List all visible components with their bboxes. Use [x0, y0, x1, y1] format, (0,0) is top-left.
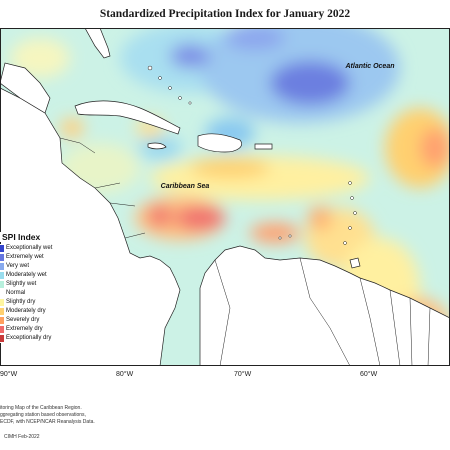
- legend-swatch: [0, 263, 4, 270]
- legend-item: Normal: [0, 289, 80, 298]
- lon-label-60w: 60°W: [360, 371, 378, 378]
- legend-swatch: [0, 254, 4, 261]
- legend-swatch: [0, 299, 4, 306]
- legend-label: Exceptionally wet: [6, 245, 53, 251]
- footnote-line-3: ECDF, with NCEP/NCAR Reanalysis Data.: [0, 419, 95, 425]
- footnote-line-2: ggregating station based observations,: [0, 412, 86, 418]
- spi-map: Atlantic Ocean Caribbean Sea: [0, 28, 450, 366]
- legend-label: Moderately dry: [6, 308, 46, 314]
- legend-item: Extremely wet: [0, 253, 80, 262]
- legend-label: Severely dry: [6, 317, 40, 323]
- lon-label-70w: 70°W: [234, 371, 252, 378]
- map-title: Standardized Precipitation Index for Jan…: [99, 8, 351, 20]
- legend-item: Exceptionally wet: [0, 244, 80, 253]
- small-islands: [147, 65, 357, 245]
- legend-swatch: [0, 245, 4, 252]
- legend-swatch: [0, 281, 4, 288]
- legend-label: Very wet: [6, 263, 30, 269]
- legend-item: Moderately wet: [0, 271, 80, 280]
- legend-title: SPI Index: [0, 232, 43, 242]
- legend-item: Very wet: [0, 262, 80, 271]
- legend-item: Moderately dry: [0, 307, 80, 316]
- lon-label-80w: 80°W: [116, 371, 134, 378]
- legend-item: Severely dry: [0, 316, 80, 325]
- legend-label: Moderately wet: [6, 272, 47, 278]
- legend-label: Exceptionally dry: [6, 335, 52, 341]
- caribbean-label: Caribbean Sea: [161, 183, 210, 190]
- legend-label: Normal: [6, 290, 26, 296]
- legend-swatch: [0, 335, 4, 342]
- legend-label: Slightly dry: [6, 299, 36, 305]
- legend-item: Slightly wet: [0, 280, 80, 289]
- legend-label: Slightly wet: [6, 281, 37, 287]
- credit: CIMH Feb-2022: [4, 434, 40, 440]
- legend-label: Extremely wet: [6, 254, 44, 260]
- footnote-line-1: itoring Map of the Caribbean Region.: [0, 405, 82, 411]
- legend-swatch: [0, 308, 4, 315]
- legend-label: Extremely dry: [6, 326, 43, 332]
- legend-swatch: [0, 326, 4, 333]
- legend-item: Slightly dry: [0, 298, 80, 307]
- legend-item: Exceptionally dry: [0, 334, 80, 343]
- legend-swatch: [0, 272, 4, 279]
- legend-swatch: [0, 290, 4, 297]
- legend: Exceptionally wet Extremely wet Very wet Mo…: [0, 244, 80, 343]
- lon-label-90w: 90°W: [0, 371, 18, 378]
- atlantic-label: Atlantic Ocean: [344, 63, 394, 70]
- legend-item: Extremely dry: [0, 325, 80, 334]
- country-borders: [59, 137, 431, 366]
- legend-swatch: [0, 317, 4, 324]
